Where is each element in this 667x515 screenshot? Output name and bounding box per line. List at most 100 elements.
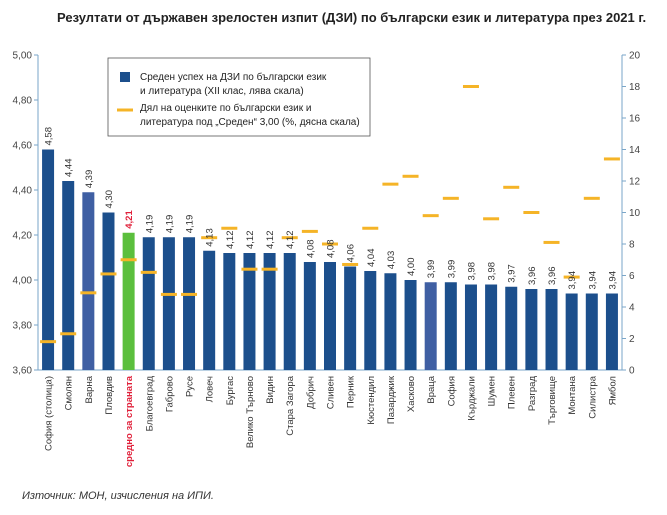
share-marker <box>583 196 600 200</box>
bar-value-label: 4,30 <box>104 190 115 209</box>
right-tick-label: 20 <box>629 51 641 62</box>
legend-label-share: Дял на оценките по български език и литер… <box>140 102 360 128</box>
right-tick-label: 0 <box>629 366 635 377</box>
category-label: Ямбол <box>607 376 618 405</box>
bar <box>505 286 518 370</box>
share-marker <box>281 236 298 240</box>
share-marker <box>483 217 500 221</box>
bar <box>585 293 598 370</box>
bar-value-label: 4,06 <box>346 244 357 263</box>
share-marker <box>40 340 57 344</box>
category-label: Пазарджик <box>386 375 397 424</box>
share-marker <box>322 242 338 246</box>
left-tick-label: 4,80 <box>13 96 33 107</box>
left-tick-label: 5,00 <box>13 51 33 62</box>
bar <box>283 253 296 370</box>
bar-value-label: 4,12 <box>285 231 296 250</box>
share-marker <box>362 226 379 230</box>
share-marker <box>140 270 157 274</box>
right-tick-label: 10 <box>629 208 641 219</box>
bar-value-label: 4,03 <box>386 251 397 270</box>
category-labels: София (столица) Смолян Варна Пловдив средно … <box>44 375 619 467</box>
category-label: Варна <box>84 375 95 403</box>
left-tick-label: 3,60 <box>13 366 33 377</box>
legend-marker-swatch <box>117 108 133 112</box>
share-marker <box>603 157 620 161</box>
bar <box>142 237 155 370</box>
bar <box>62 181 75 370</box>
category-label: Габрово <box>164 376 175 412</box>
bar <box>324 262 336 370</box>
left-tick-label: 4,20 <box>13 231 33 242</box>
share-marker <box>181 292 198 296</box>
share-marker <box>261 267 278 271</box>
bar-value-label: 3,98 <box>487 262 498 281</box>
category-label: Шумен <box>487 376 498 406</box>
right-tick-label: 12 <box>629 177 641 188</box>
left-tick-label: 4,40 <box>13 186 33 197</box>
category-label: Хасково <box>406 376 417 412</box>
category-label: Силистра <box>587 375 598 418</box>
bar <box>364 271 377 370</box>
category-label: София <box>446 376 457 406</box>
bar-value-label: 3,94 <box>587 271 598 290</box>
legend-box <box>107 57 371 137</box>
bar-value-label: 3,99 <box>446 260 457 279</box>
bar-value-label: 4,04 <box>366 249 377 268</box>
bar <box>464 284 477 370</box>
bar <box>565 293 578 370</box>
bar-value-label: 3,96 <box>527 267 538 286</box>
bar-value-label: 4,21 <box>124 210 135 229</box>
share-marker <box>402 174 419 178</box>
source-note: Източник: МОН, изчисления на ИПИ. <box>22 490 214 502</box>
right-tick-label: 6 <box>629 271 635 282</box>
bar <box>444 282 457 370</box>
bar-value-label: 4,44 <box>64 159 75 178</box>
bar <box>243 253 256 370</box>
bar-value-label: 4,00 <box>406 258 417 277</box>
bar-value-label: 3,98 <box>466 262 477 281</box>
bar-value-label: 4,39 <box>84 170 95 189</box>
category-label: Бургас <box>225 376 236 405</box>
share-marker <box>221 226 238 230</box>
category-label: Перник <box>346 375 357 408</box>
category-label: Кюстендил <box>366 376 377 425</box>
bar <box>545 289 558 370</box>
share-marker <box>382 182 399 186</box>
bar <box>424 282 437 370</box>
category-label: Благоевград <box>144 376 155 432</box>
bar <box>263 253 276 370</box>
share-marker <box>563 275 580 279</box>
share-marker <box>60 332 77 336</box>
bar-value-label: 4,12 <box>265 231 276 250</box>
category-label: Враца <box>426 375 437 403</box>
category-label: Разград <box>527 376 538 412</box>
bar <box>122 232 135 370</box>
share-marker <box>120 258 137 262</box>
category-label: Пловдив <box>104 376 115 415</box>
category-label: София (столица) <box>44 376 55 451</box>
bar-value-label: 4,12 <box>225 231 236 250</box>
marker-series <box>40 85 620 344</box>
bar <box>485 284 498 370</box>
bar-series <box>42 149 618 370</box>
bar <box>102 212 115 370</box>
category-label: Смолян <box>64 376 75 410</box>
chart-axes: 3,60 3,80 4,00 4,20 4,40 4,60 4,80 5,00 0 2 4 6 8 10 1… <box>13 51 641 377</box>
category-label: Кърджали <box>466 376 477 421</box>
share-marker <box>422 214 439 218</box>
bar <box>525 289 538 370</box>
share-marker <box>201 236 218 240</box>
right-tick-label: 18 <box>629 82 641 93</box>
legend-bar-swatch <box>120 72 130 82</box>
category-label: Монтана <box>567 375 578 414</box>
bar <box>404 280 417 370</box>
chart-title: Резултати от държавен зрелостен изпит (Д… <box>57 10 647 25</box>
bar-value-label: 3,97 <box>507 264 518 283</box>
share-marker <box>160 292 177 296</box>
bar-value-label: 3,96 <box>547 267 558 286</box>
bar <box>183 237 196 370</box>
bar-value-label: 4,12 <box>245 231 256 250</box>
bar-value-label: 4,08 <box>326 240 337 259</box>
